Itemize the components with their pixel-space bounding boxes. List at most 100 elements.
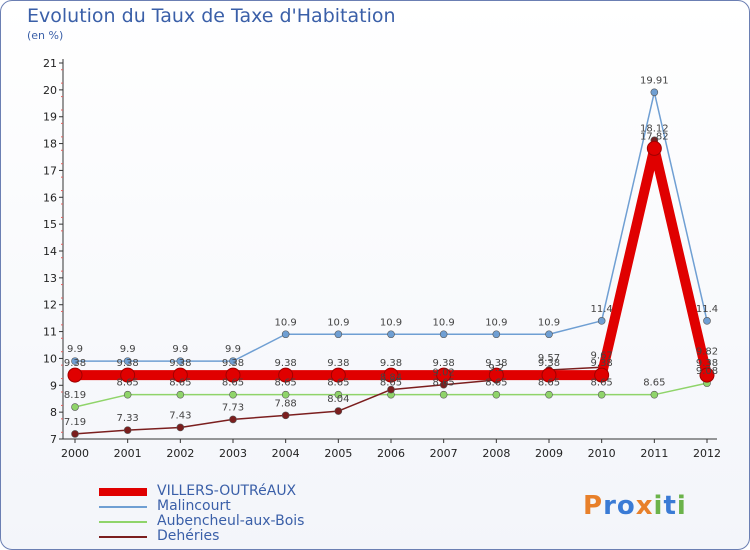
data-label: 9.82 bbox=[696, 346, 718, 357]
data-label: 10.9 bbox=[433, 317, 455, 328]
y-tick-label: 21 bbox=[43, 57, 57, 70]
data-point bbox=[699, 367, 715, 383]
y-tick-label: 14 bbox=[43, 245, 57, 258]
series-line bbox=[70, 143, 712, 381]
chart-axes: 7 8 9 10 11 12 13 14 15 16 17 18 19 20 21 2000 2001 2002 2… bbox=[43, 57, 721, 460]
data-point bbox=[650, 88, 659, 97]
data-label: 9.38 bbox=[591, 358, 613, 369]
data-point bbox=[492, 330, 501, 339]
x-tick-label: 2001 bbox=[114, 447, 142, 460]
x-tick-label: 2004 bbox=[272, 447, 300, 460]
data-label: 9.38 bbox=[538, 358, 560, 369]
data-label: 11.4 bbox=[591, 304, 613, 315]
data-point bbox=[176, 390, 185, 399]
data-point bbox=[225, 367, 241, 383]
data-point bbox=[229, 415, 237, 424]
data-point bbox=[488, 367, 504, 383]
data-point bbox=[123, 426, 132, 434]
data-label: 17.82 bbox=[640, 131, 669, 142]
y-tick-label: 15 bbox=[43, 218, 57, 231]
chart-title: Evolution du Taux de Taxe d'Habitation bbox=[27, 5, 396, 27]
data-label: 7.19 bbox=[64, 417, 86, 428]
data-label: 7.43 bbox=[169, 410, 191, 421]
data-point bbox=[594, 367, 610, 383]
data-point bbox=[278, 367, 294, 383]
x-tick-label: 2007 bbox=[430, 447, 458, 460]
chart-subtitle: (en %) bbox=[27, 29, 64, 42]
data-point bbox=[281, 330, 290, 339]
data-label: 18.12 bbox=[640, 123, 669, 134]
data-label: 7.73 bbox=[222, 402, 244, 413]
y-tick-label: 8 bbox=[50, 406, 57, 419]
y-tick-label: 9 bbox=[50, 379, 57, 392]
data-label: 9.38 bbox=[275, 358, 297, 369]
proxiti-logo: Proxiti bbox=[583, 491, 687, 521]
logo-letter: r bbox=[603, 491, 617, 521]
y-tick-label: 7 bbox=[50, 433, 57, 446]
legend-label: Dehéries bbox=[157, 528, 220, 544]
x-tick-label: 2005 bbox=[324, 447, 352, 460]
data-point bbox=[176, 423, 185, 432]
y-tick-label: 17 bbox=[43, 164, 57, 177]
data-point bbox=[176, 357, 185, 365]
y-tick-label: 12 bbox=[43, 299, 57, 312]
data-point bbox=[387, 330, 395, 339]
legend-swatch-malincourt bbox=[99, 506, 147, 508]
data-label: 9.9 bbox=[172, 344, 188, 355]
x-tick-label: 2011 bbox=[640, 447, 668, 460]
data-label: 9.08 bbox=[696, 366, 718, 377]
data-label: 8.84 bbox=[380, 373, 402, 384]
data-label: 8.19 bbox=[64, 390, 86, 401]
legend-swatch-deheries bbox=[99, 536, 147, 538]
data-point bbox=[123, 390, 132, 399]
data-label: 9.57 bbox=[538, 353, 560, 364]
data-label: 8.65 bbox=[538, 378, 560, 389]
data-label: 8.65 bbox=[591, 378, 613, 389]
data-point bbox=[387, 385, 395, 394]
data-label: 9.67 bbox=[591, 350, 613, 361]
logo-letter: x bbox=[635, 491, 654, 521]
data-point bbox=[172, 367, 188, 383]
data-label: 8.65 bbox=[117, 378, 139, 389]
data-point bbox=[334, 390, 343, 399]
x-tick-label: 2010 bbox=[588, 447, 616, 460]
y-tick-label: 13 bbox=[43, 272, 57, 285]
x-tick-label: 2006 bbox=[377, 447, 405, 460]
data-point bbox=[330, 367, 346, 383]
data-point bbox=[597, 390, 606, 399]
data-point bbox=[439, 390, 448, 399]
y-tick-label: 20 bbox=[43, 84, 57, 97]
legend-swatch-villers bbox=[99, 488, 147, 496]
data-label: 9.38 bbox=[222, 358, 244, 369]
data-label: 8.65 bbox=[169, 378, 191, 389]
data-point bbox=[120, 367, 136, 383]
data-label: 9.9 bbox=[225, 344, 241, 355]
x-tick-label: 2012 bbox=[693, 447, 721, 460]
data-point bbox=[334, 330, 343, 339]
data-point bbox=[229, 357, 237, 365]
data-label: 10.9 bbox=[380, 317, 402, 328]
legend-swatch-aubencheul bbox=[99, 521, 147, 523]
data-point bbox=[281, 390, 290, 399]
data-point bbox=[334, 407, 343, 415]
y-tick-label: 18 bbox=[43, 138, 57, 151]
logo-letter: P bbox=[583, 491, 604, 521]
data-label: 9.38 bbox=[327, 358, 349, 369]
data-label: 8.65 bbox=[327, 378, 349, 389]
data-point bbox=[439, 330, 448, 339]
data-label: 8.04 bbox=[327, 394, 349, 405]
data-point bbox=[703, 317, 711, 325]
logo-letter: t bbox=[663, 491, 677, 521]
data-label: 9.38 bbox=[117, 358, 139, 369]
data-label: 9.38 bbox=[169, 358, 191, 369]
data-label: 10.9 bbox=[538, 317, 560, 328]
data-label: 10.9 bbox=[275, 317, 297, 328]
x-tick-label: 2008 bbox=[482, 447, 510, 460]
data-point bbox=[71, 430, 79, 438]
data-label: 8.65 bbox=[643, 378, 665, 389]
data-point bbox=[123, 357, 132, 365]
data-point bbox=[650, 390, 659, 399]
legend-label: Aubencheul-aux-Bois bbox=[157, 513, 305, 529]
